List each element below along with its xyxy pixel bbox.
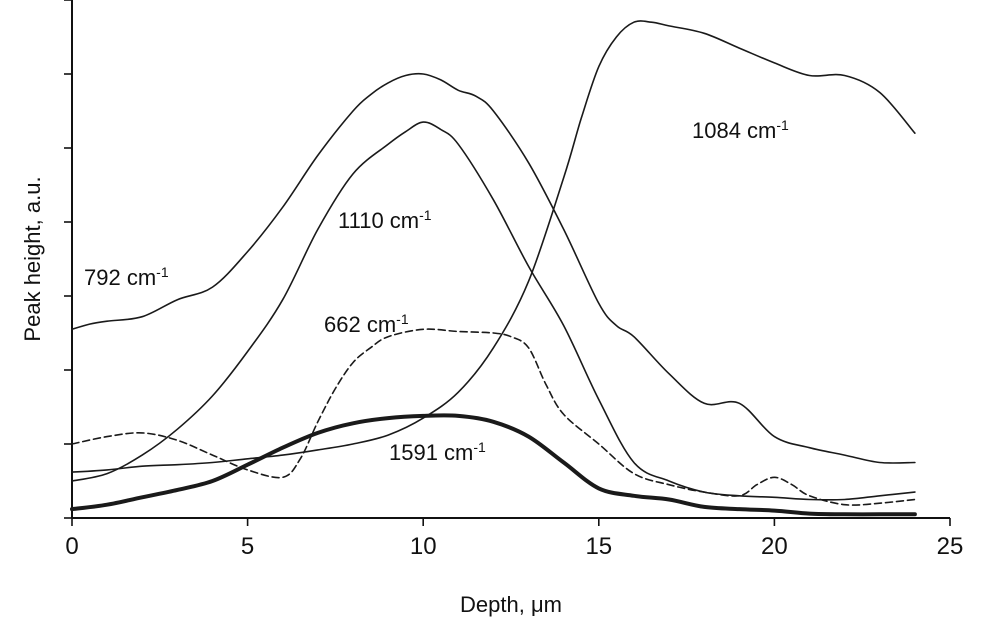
series-line-1	[71, 72, 916, 464]
series-line-4	[71, 328, 916, 506]
series-line-2	[71, 121, 916, 501]
y-axis-title: Peak height, a.u.	[20, 176, 45, 341]
label-792: 792 cm-1	[84, 264, 169, 290]
series-line-3	[71, 20, 916, 473]
label-1084: 1084 cm-1	[692, 117, 789, 143]
x-tick-label: 0	[65, 533, 78, 560]
label-662: 662 cm-1	[324, 311, 409, 337]
x-tick-label: 5	[241, 533, 254, 560]
y-axis-ticks	[64, 0, 72, 519]
x-tick-label: 15	[585, 533, 612, 560]
x-axis-title: Depth, μm	[460, 592, 562, 617]
series-line-5	[70, 413, 917, 517]
x-tick-label: 10	[410, 533, 437, 560]
label-1591: 1591 cm-1	[389, 439, 486, 465]
x-tick-label: 20	[761, 533, 788, 560]
label-1110: 1110 cm-1	[338, 207, 432, 233]
series-curves	[70, 20, 917, 517]
x-axis-ticks: 0 5 10 15 20 25	[65, 518, 963, 560]
x-tick-label: 25	[937, 533, 964, 560]
